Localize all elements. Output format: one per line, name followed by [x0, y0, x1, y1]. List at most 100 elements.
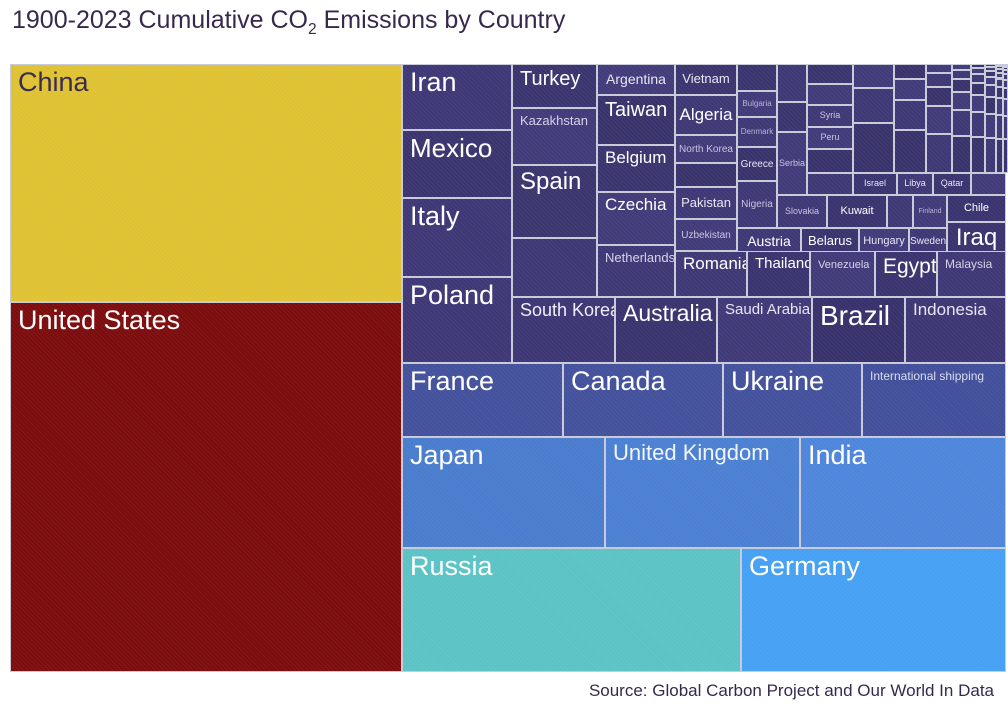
cell-label: United States: [18, 305, 181, 335]
cell-unlabeled: [1002, 79, 1008, 88]
cell-label: Poland: [410, 280, 495, 310]
cell-greece: Greece: [737, 147, 777, 181]
cell-label: Thailand: [755, 255, 810, 272]
cell-label: South Korea: [520, 300, 615, 320]
cell-france: France: [402, 363, 563, 437]
cell-japan: Japan: [402, 437, 605, 548]
cell-unlabeled: [996, 138, 1003, 173]
cell-label: Brazil: [820, 300, 891, 331]
cell-label: Denmark: [740, 126, 774, 136]
cell-kazakhstan: Kazakhstan: [512, 108, 597, 165]
cell-austria: Austria: [737, 228, 801, 255]
cell-israel: Israel: [853, 173, 897, 195]
cell-canada: Canada: [563, 363, 723, 437]
cell-label: Pakistan: [681, 194, 731, 210]
cell-iraq: Iraq: [947, 222, 1006, 255]
cell-label: Iraq: [955, 224, 998, 252]
cell-taiwan: Taiwan: [597, 95, 675, 145]
cell-unlabeled: [675, 163, 737, 187]
cell-unlabeled: [970, 137, 986, 173]
cell-unlabeled: [985, 76, 997, 86]
cell-label: Germany: [749, 551, 861, 581]
cell-saudi-arabia: Saudi Arabia: [717, 297, 812, 363]
cell-unlabeled: [894, 78, 927, 100]
cell-unlabeled: [970, 74, 986, 83]
cell-north-korea: North Korea: [675, 135, 737, 163]
cell-label: Finland: [918, 207, 942, 215]
cell-denmark: Denmark: [737, 117, 777, 147]
cell-unlabeled: [926, 86, 952, 107]
cell-label: Saudi Arabia: [725, 301, 811, 318]
cell-iran: Iran: [402, 64, 512, 130]
cell-unlabeled: [807, 173, 853, 195]
cell-label: Algeria: [679, 104, 733, 124]
cell-unlabeled: [996, 65, 1003, 69]
cell-label: Venezuela: [818, 259, 870, 271]
cell-australia: Australia: [615, 297, 717, 363]
cell-venezuela: Venezuela: [810, 251, 875, 297]
cell-label: Australia: [623, 300, 713, 326]
cell-malaysia: Malaysia: [937, 251, 1006, 297]
cell-label: Canada: [571, 366, 666, 396]
cell-unlabeled: [853, 88, 895, 124]
cell-unlabeled: [1002, 64, 1008, 66]
cell-unlabeled: [1002, 115, 1008, 140]
cell-unlabeled: [951, 64, 971, 71]
cell-unlabeled: [970, 112, 986, 138]
cell-label: United Kingdom: [613, 440, 770, 465]
cell-unlabeled: [985, 66, 997, 71]
cell-unlabeled: [894, 64, 927, 79]
cell-vietnam: Vietnam: [675, 64, 737, 95]
cell-netherlands: Netherlands: [597, 245, 675, 297]
cell-unlabeled: [971, 173, 1006, 195]
cell-brazil: Brazil: [812, 297, 905, 363]
cell-label: Ukraine: [731, 366, 825, 396]
cell-label: Japan: [410, 440, 484, 470]
cell-label: France: [410, 366, 495, 396]
cell-label: North Korea: [679, 143, 733, 155]
cell-poland: Poland: [402, 277, 512, 363]
cell-label: Iran: [410, 67, 457, 97]
cell-bulgaria: Bulgaria: [737, 91, 777, 117]
cell-label: Peru: [820, 132, 840, 143]
cell-unlabeled: [1002, 87, 1008, 100]
cell-qatar: Qatar: [933, 173, 971, 195]
cell-label: Egypt: [883, 255, 937, 278]
cell-label: Taiwan: [605, 99, 668, 121]
cell-unlabeled: [970, 64, 986, 69]
cell-spain: Spain: [512, 165, 597, 238]
cell-label: Nigeria: [741, 199, 773, 210]
cell-unlabeled: [970, 82, 986, 95]
cell-belgium: Belgium: [597, 145, 675, 192]
cell-label: Greece: [740, 158, 774, 170]
title-text-after-sub: Emissions by Country: [316, 6, 566, 34]
cell-unlabeled: [926, 64, 952, 74]
cell-label: Vietnam: [682, 71, 730, 87]
cell-international-shipping: International shipping: [862, 363, 1006, 437]
cell-algeria: Algeria: [675, 95, 737, 135]
cell-label: Chile: [963, 202, 990, 215]
cell-unlabeled: [1002, 67, 1008, 71]
cell-label: Indonesia: [913, 300, 987, 319]
cell-unlabeled: [996, 86, 1003, 99]
cell-united-kingdom: United Kingdom: [605, 437, 800, 548]
cell-chile: Chile: [947, 195, 1006, 222]
cell-unlabeled: [1002, 74, 1008, 80]
cell-italy: Italy: [402, 198, 512, 277]
cell-nigeria: Nigeria: [737, 181, 777, 228]
cell-unlabeled: [777, 102, 807, 132]
cell-label: Austria: [747, 232, 791, 249]
cell-unlabeled: [951, 79, 971, 92]
cell-russia: Russia: [402, 548, 741, 672]
cell-unlabeled: [951, 109, 971, 136]
cell-label: Mexico: [410, 133, 493, 163]
cell-unlabeled: [951, 135, 971, 173]
cell-unlabeled: [996, 78, 1003, 87]
cell-label: Bulgaria: [742, 98, 772, 108]
cell-united-states: United States: [10, 302, 402, 672]
cell-slovakia: Slovakia: [777, 195, 827, 228]
cell-label: International shipping: [870, 369, 985, 383]
cell-label: Romania: [683, 254, 747, 273]
cell-south-korea: South Korea: [512, 297, 615, 363]
treemap-chart: China United States Iran Mexico Italy Poland T…: [10, 64, 1008, 672]
